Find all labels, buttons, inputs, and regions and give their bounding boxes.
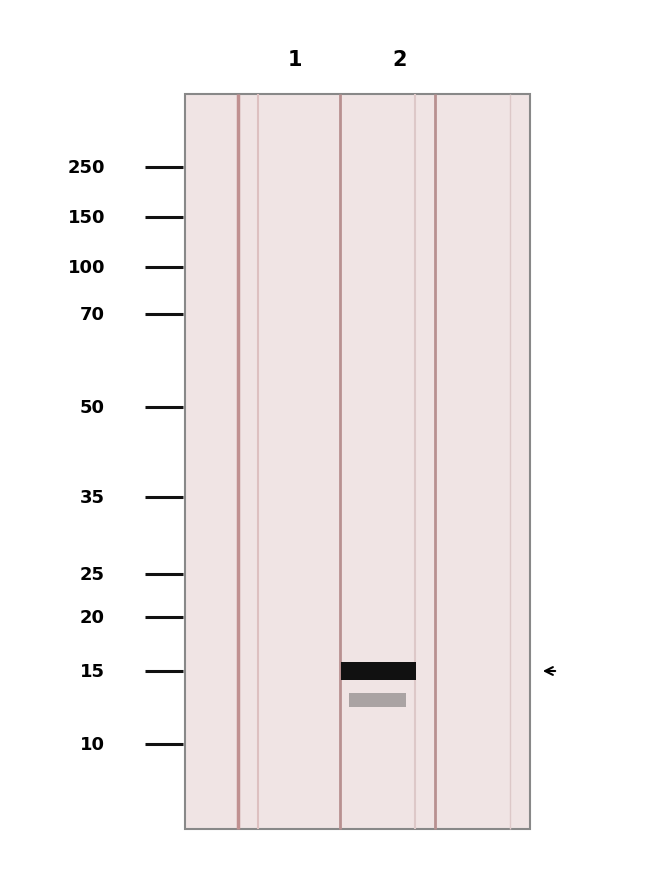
Text: 35: 35 (80, 488, 105, 507)
Text: 250: 250 (68, 159, 105, 176)
Text: 20: 20 (80, 608, 105, 627)
Text: 2: 2 (393, 50, 408, 70)
Text: 15: 15 (80, 662, 105, 680)
Bar (341, 662, 415, 680)
Text: 150: 150 (68, 209, 105, 227)
Bar (185, 95, 530, 829)
Text: 100: 100 (68, 259, 105, 276)
Text: 70: 70 (80, 306, 105, 323)
Text: 25: 25 (80, 566, 105, 583)
Bar (348, 693, 406, 707)
Text: 10: 10 (80, 735, 105, 753)
Text: 50: 50 (80, 399, 105, 416)
Text: 1: 1 (288, 50, 302, 70)
